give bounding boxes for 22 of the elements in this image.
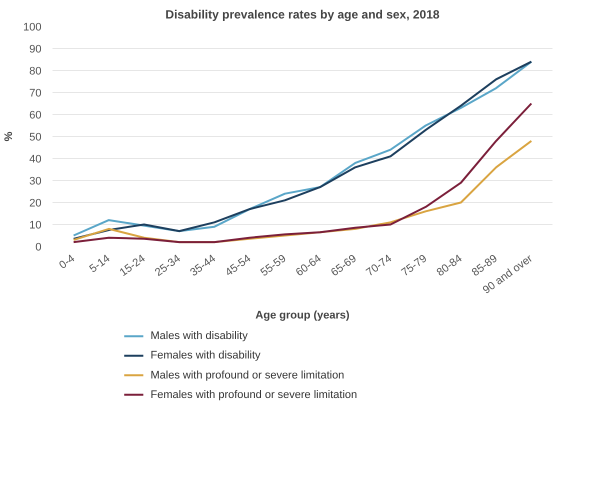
y-tick-label: 10	[29, 220, 42, 232]
y-tick-label: 20	[29, 198, 42, 210]
y-tick-label: 40	[29, 154, 42, 166]
chart-title: Disability prevalence rates by age and sex, 2018	[165, 8, 440, 22]
y-tick-label: 0	[35, 242, 42, 254]
legend-label: Females with profound or severe limitation	[150, 388, 358, 401]
legend-label: Females with disability	[150, 350, 262, 362]
y-tick-label: 50	[29, 132, 42, 144]
legend-label: Males with disability	[150, 330, 248, 342]
y-tick-label: 30	[29, 176, 42, 188]
y-axis-title: %	[3, 131, 16, 142]
x-tick-label: 0-4	[57, 252, 78, 272]
y-tick-label: 90	[29, 44, 42, 56]
x-tick-label: 5-14	[88, 252, 112, 276]
line-series	[72, 102, 532, 244]
y-tick-label: 80	[29, 66, 42, 78]
y-tick-label: 70	[29, 88, 42, 100]
legend-label: Males with profound or severe limitation	[150, 369, 344, 382]
y-tick-label: 100	[23, 22, 42, 34]
y-tick-label: 60	[29, 110, 42, 122]
line-series	[72, 140, 532, 244]
x-axis-title: Age group (years)	[255, 309, 350, 322]
